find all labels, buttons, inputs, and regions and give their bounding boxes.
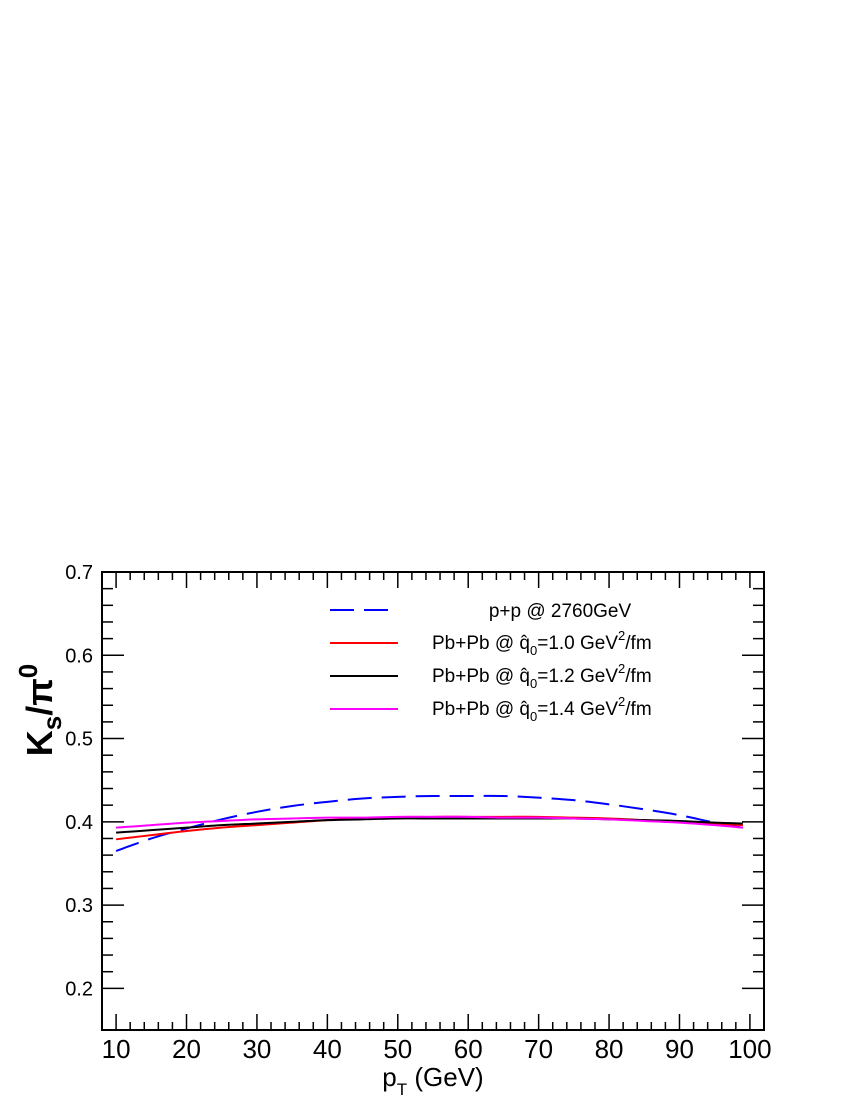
legend-entry-q12: Pb+Pb @ q̂0=1.2 GeV2/fm [330, 661, 652, 691]
y-tick-label: 0.7 [65, 562, 93, 584]
y-tick-label: 0.2 [65, 978, 93, 1000]
x-tick-label: 100 [728, 1034, 771, 1064]
y-tick-label: 0.5 [65, 729, 93, 751]
legend: p+p @ 2760GeV Pb+Pb @ q̂0=1.0 GeV2/fm Pb… [330, 601, 652, 724]
x-tick-label: 20 [172, 1034, 201, 1064]
y-axis-title: Ks/π0 [13, 664, 67, 757]
legend-label-q12: Pb+Pb @ q̂0=1.2 GeV2/fm [432, 661, 652, 691]
x-tick-labels: 10 20 30 40 50 60 70 80 90 100 [102, 1034, 772, 1064]
x-axis-title: pT (GeV) [382, 1062, 483, 1099]
x-tick-label: 10 [102, 1034, 131, 1064]
series-lines [115, 794, 744, 852]
legend-entry-q14: Pb+Pb @ q̂0=1.4 GeV2/fm [330, 694, 652, 724]
x-tick-label: 50 [383, 1034, 412, 1064]
legend-label-pp: p+p @ 2760GeV [489, 601, 632, 622]
y-tick-label: 0.6 [65, 645, 93, 667]
y-tick-label: 0.3 [65, 895, 93, 917]
series-line-0 [115, 794, 744, 852]
legend-entry-q10: Pb+Pb @ q̂0=1.0 GeV2/fm [330, 628, 652, 658]
x-tick-label: 30 [242, 1034, 271, 1064]
x-tick-label: 60 [454, 1034, 483, 1064]
x-tick-label: 40 [313, 1034, 342, 1064]
series-line-3 [116, 815, 743, 829]
plot-frame [101, 571, 765, 1031]
axis-ticks [101, 571, 765, 1030]
legend-label-q14: Pb+Pb @ q̂0=1.4 GeV2/fm [432, 694, 652, 724]
x-tick-label: 80 [595, 1034, 624, 1064]
legend-label-q10: Pb+Pb @ q̂0=1.0 GeV2/fm [432, 628, 652, 658]
legend-entry-pp: p+p @ 2760GeV [330, 601, 632, 622]
y-tick-label: 0.4 [65, 812, 93, 834]
x-tick-label: 70 [524, 1034, 553, 1064]
y-tick-labels: 0.2 0.3 0.4 0.5 0.6 0.7 [65, 562, 93, 1000]
x-tick-label: 90 [665, 1034, 694, 1064]
